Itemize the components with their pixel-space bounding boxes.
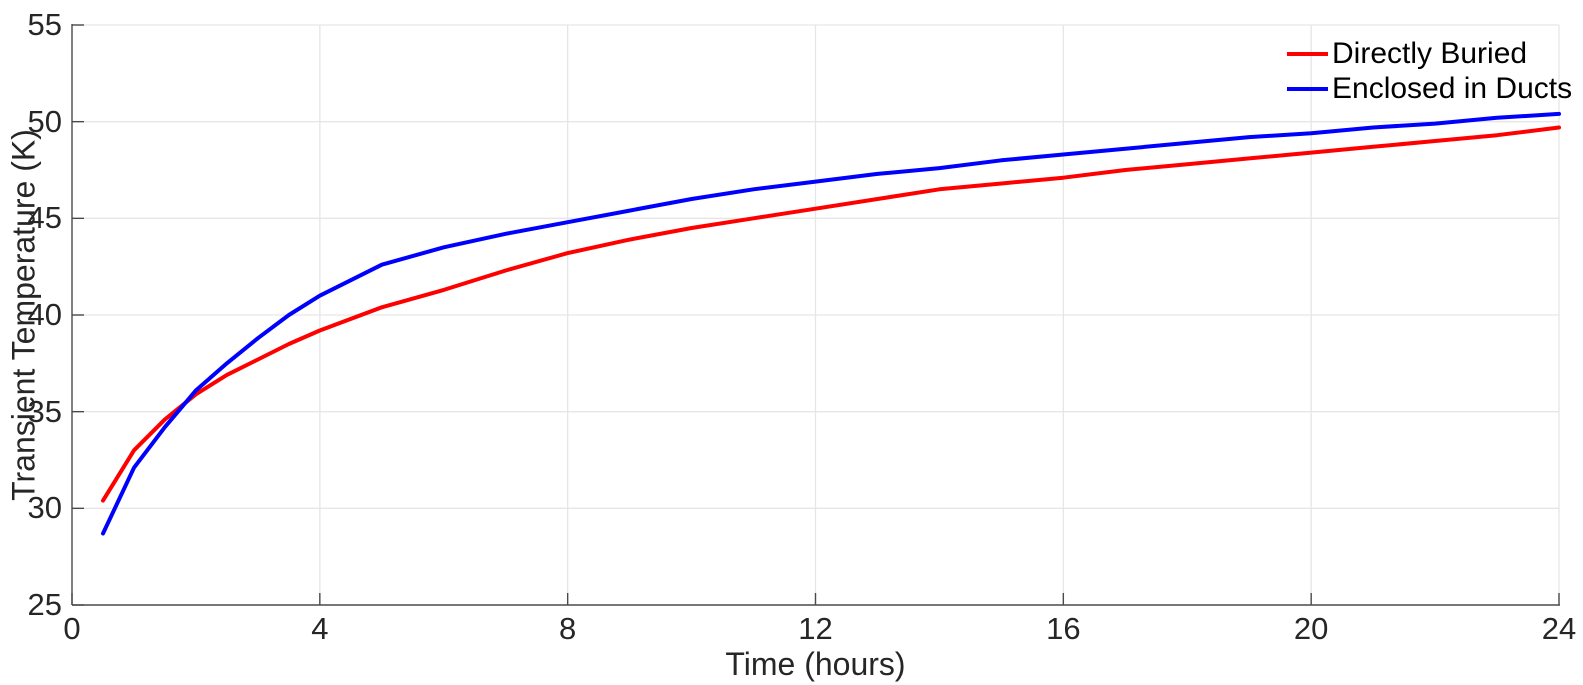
legend-item-directly-buried: Directly Buried xyxy=(1287,36,1572,71)
legend: Directly Buried Enclosed in Ducts xyxy=(1287,36,1572,106)
x-tick-label: 20 xyxy=(1293,611,1329,646)
series-line-directly-buried xyxy=(101,125,1561,503)
y-tick-label: 25 xyxy=(27,587,62,622)
y-tick-label: 45 xyxy=(27,200,62,236)
x-tick-label: 8 xyxy=(559,611,577,646)
x-tick-label: 24 xyxy=(1541,611,1577,646)
y-tick-label: 30 xyxy=(27,490,62,526)
y-tick-label: 50 xyxy=(27,103,62,139)
x-axis-label: Time (hours) xyxy=(725,646,906,682)
x-tick-label: 4 xyxy=(311,611,329,646)
legend-line-swatch xyxy=(1287,51,1328,56)
x-tick-label: 0 xyxy=(63,611,81,646)
x-tick-label: 16 xyxy=(1046,611,1081,646)
legend-line-swatch xyxy=(1287,86,1328,91)
x-tick-label: 12 xyxy=(798,611,833,646)
series-line-enclosed-in-ducts xyxy=(101,111,1561,536)
y-tick-label: 40 xyxy=(27,297,62,332)
legend-label: Enclosed in Ducts xyxy=(1332,71,1573,105)
legend-label: Directly Buried xyxy=(1332,36,1528,70)
y-tick-label: 55 xyxy=(27,7,62,42)
y-tick-label: 35 xyxy=(27,393,62,429)
legend-item-enclosed-in-ducts: Enclosed in Ducts xyxy=(1287,71,1572,106)
